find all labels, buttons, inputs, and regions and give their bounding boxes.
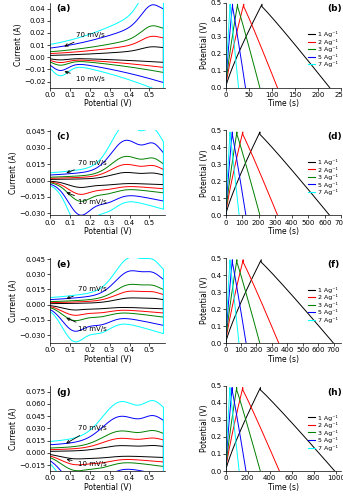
X-axis label: Potential (V): Potential (V) — [84, 227, 131, 236]
Y-axis label: Current (A): Current (A) — [9, 280, 18, 322]
Y-axis label: Potential (V): Potential (V) — [200, 149, 209, 196]
X-axis label: Time (s): Time (s) — [268, 99, 299, 108]
Legend: 1 Ag⁻¹, 2 Ag⁻¹, 3 Ag⁻¹, 5 Ag⁻¹, 7 Ag⁻¹: 1 Ag⁻¹, 2 Ag⁻¹, 3 Ag⁻¹, 5 Ag⁻¹, 7 Ag⁻¹ — [307, 286, 338, 324]
Text: 70 mV/s: 70 mV/s — [65, 32, 104, 46]
Y-axis label: Current (A): Current (A) — [9, 152, 18, 194]
X-axis label: Potential (V): Potential (V) — [84, 355, 131, 364]
Text: (h): (h) — [328, 388, 342, 396]
Text: 70 mV/s: 70 mV/s — [67, 286, 106, 298]
Y-axis label: Potential (V): Potential (V) — [200, 277, 209, 324]
Y-axis label: Current (A): Current (A) — [9, 407, 18, 450]
Text: (e): (e) — [57, 260, 71, 268]
Text: 10 mV/s: 10 mV/s — [67, 192, 106, 205]
Text: 70 mV/s: 70 mV/s — [67, 160, 106, 173]
Y-axis label: Potential (V): Potential (V) — [200, 404, 209, 452]
X-axis label: Time (s): Time (s) — [268, 355, 299, 364]
Text: (g): (g) — [57, 388, 71, 396]
X-axis label: Potential (V): Potential (V) — [84, 99, 131, 108]
Text: 10 mV/s: 10 mV/s — [67, 318, 106, 332]
Legend: 1 Ag⁻¹, 2 Ag⁻¹, 3 Ag⁻¹, 5 Ag⁻¹, 7 Ag⁻¹: 1 Ag⁻¹, 2 Ag⁻¹, 3 Ag⁻¹, 5 Ag⁻¹, 7 Ag⁻¹ — [307, 158, 338, 196]
Text: (c): (c) — [57, 132, 70, 141]
Text: (f): (f) — [328, 260, 340, 268]
Y-axis label: Current (A): Current (A) — [14, 24, 23, 66]
Text: 10 mV/s: 10 mV/s — [65, 71, 104, 82]
X-axis label: Potential (V): Potential (V) — [84, 482, 131, 492]
Text: (a): (a) — [57, 4, 71, 13]
Legend: 1 Ag⁻¹, 2 Ag⁻¹, 3 Ag⁻¹, 5 Ag⁻¹, 7 Ag⁻¹: 1 Ag⁻¹, 2 Ag⁻¹, 3 Ag⁻¹, 5 Ag⁻¹, 7 Ag⁻¹ — [307, 30, 338, 68]
X-axis label: Time (s): Time (s) — [268, 227, 299, 236]
X-axis label: Time (s): Time (s) — [268, 482, 299, 492]
Text: (d): (d) — [328, 132, 342, 141]
Legend: 1 Ag⁻¹, 2 Ag⁻¹, 3 Ag⁻¹, 5 Ag⁻¹, 7 Ag⁻¹: 1 Ag⁻¹, 2 Ag⁻¹, 3 Ag⁻¹, 5 Ag⁻¹, 7 Ag⁻¹ — [307, 414, 338, 452]
Text: 10 mV/s: 10 mV/s — [67, 458, 106, 468]
Text: 70 mV/s: 70 mV/s — [67, 426, 106, 443]
Y-axis label: Potential (V): Potential (V) — [200, 22, 209, 69]
Text: (b): (b) — [328, 4, 342, 13]
